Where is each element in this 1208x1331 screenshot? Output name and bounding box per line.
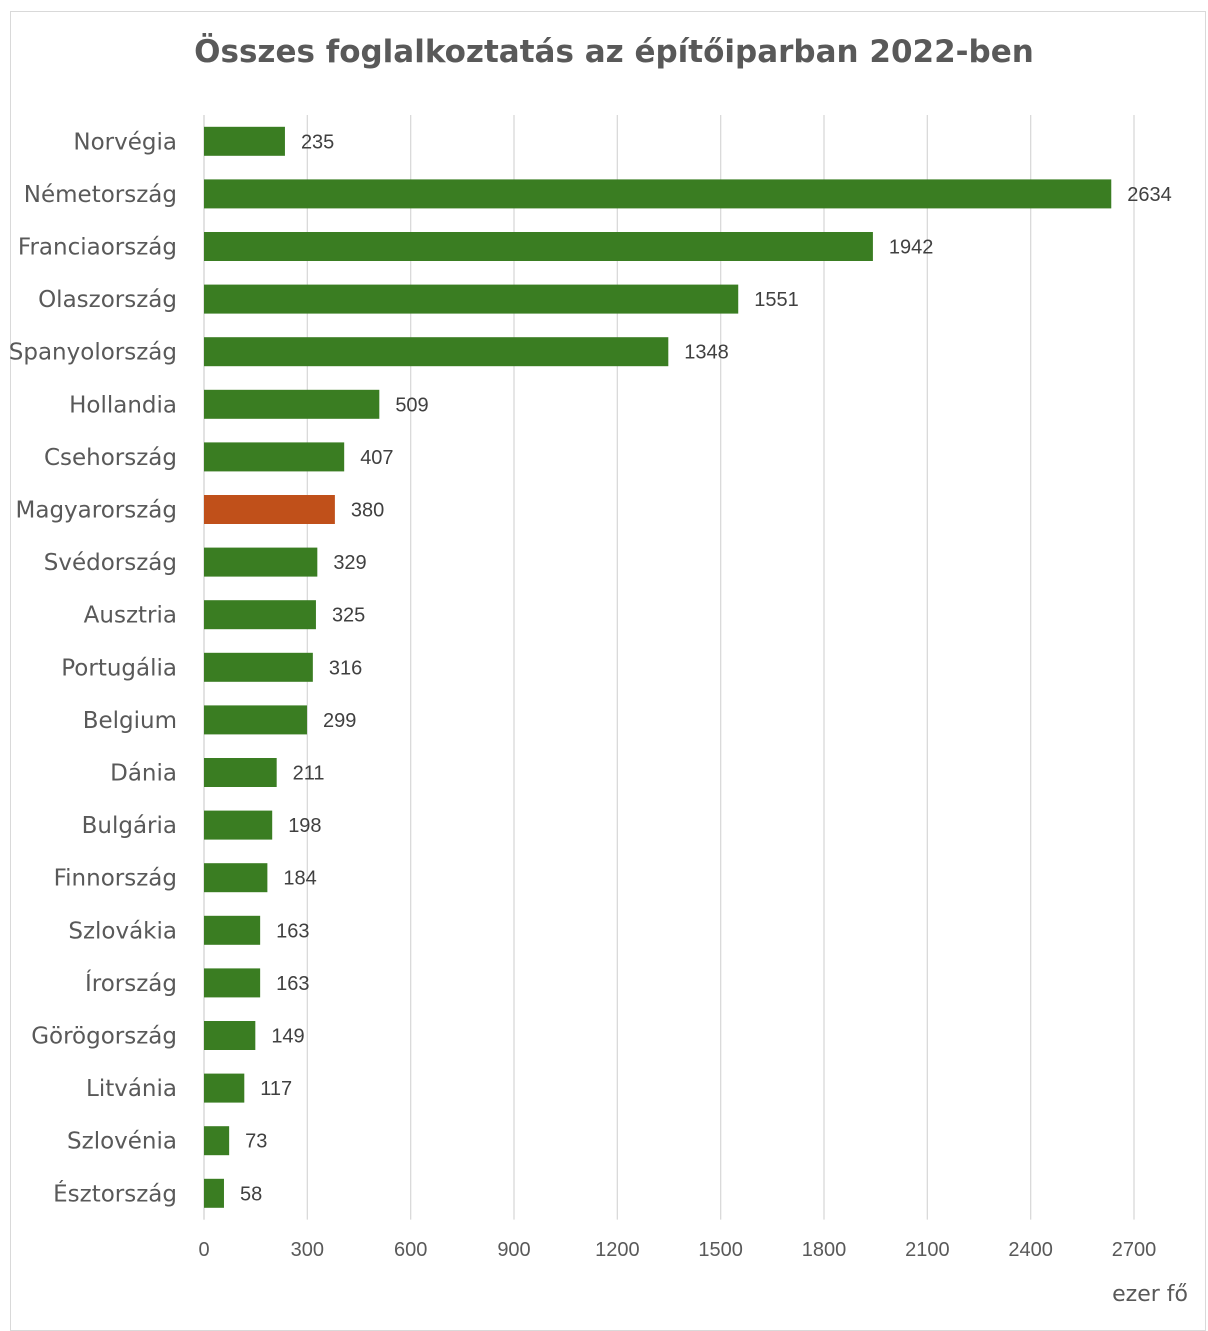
category-label: Csehország: [44, 445, 177, 471]
data-label: 407: [360, 447, 393, 469]
bar: [204, 705, 307, 735]
bar: [204, 284, 739, 314]
bar: [204, 915, 261, 945]
bar: [204, 1073, 245, 1103]
x-tick-label: 2700: [1112, 1239, 1157, 1261]
data-label: 235: [301, 131, 334, 153]
bar: [204, 126, 285, 156]
data-label: 299: [323, 710, 356, 732]
bar: [204, 810, 273, 840]
data-label: 2634: [1127, 184, 1172, 206]
bar: [204, 863, 268, 893]
data-label: 58: [240, 1183, 262, 1205]
x-tick-label: 1500: [698, 1239, 743, 1261]
category-label: Norvégia: [73, 129, 177, 155]
data-label: 1551: [754, 289, 799, 311]
category-label: Svédország: [44, 550, 177, 576]
data-label: 509: [395, 394, 428, 416]
x-tick-label: 300: [291, 1239, 324, 1261]
category-label: Szlovénia: [67, 1129, 177, 1155]
bar: [204, 1021, 256, 1050]
bar: [204, 337, 669, 367]
bar: [204, 232, 873, 261]
category-label: Finnország: [54, 866, 177, 892]
category-label: Bulgária: [82, 813, 177, 839]
data-label: 1942: [889, 237, 934, 259]
bar: [204, 389, 380, 419]
data-label: 211: [293, 763, 325, 785]
bar: [204, 1178, 224, 1208]
data-label: 198: [288, 815, 321, 837]
x-tick-label: 1800: [802, 1239, 847, 1261]
x-axis-unit-label: ezer fő: [1112, 1282, 1188, 1307]
data-label: 149: [271, 1026, 304, 1048]
category-label: Portugália: [61, 655, 177, 681]
category-label: Görögország: [31, 1024, 177, 1050]
data-label: 329: [333, 552, 366, 574]
x-tick-label: 2400: [1008, 1239, 1053, 1261]
x-tick-label: 0: [198, 1239, 209, 1261]
x-tick-label: 1200: [595, 1239, 640, 1261]
category-label: Németország: [24, 182, 177, 208]
category-label: Észtország: [53, 1179, 177, 1207]
bar: [204, 495, 335, 524]
data-label: 73: [245, 1131, 267, 1153]
bar: [204, 652, 313, 682]
x-tick-label: 600: [394, 1239, 427, 1261]
data-label: 184: [283, 868, 316, 890]
data-label: 380: [351, 500, 384, 522]
bar: [204, 547, 318, 577]
category-label: Belgium: [83, 708, 177, 734]
data-label: 117: [260, 1078, 292, 1100]
bar: [204, 442, 345, 472]
category-label: Magyarország: [16, 498, 177, 524]
bar: [204, 600, 316, 630]
chart-title: Összes foglalkoztatás az építőiparban 20…: [194, 34, 1034, 70]
category-label: Spanyolország: [9, 340, 177, 366]
category-label: Ausztria: [84, 603, 177, 629]
data-label: 1348: [684, 342, 729, 364]
bar: [204, 758, 277, 787]
category-label: Litvánia: [86, 1076, 177, 1102]
bar: [204, 179, 1112, 209]
data-label: 163: [276, 973, 309, 995]
x-tick-label: 900: [497, 1239, 530, 1261]
category-label: Hollandia: [69, 392, 177, 418]
data-label: 316: [329, 657, 362, 679]
bar: [204, 968, 261, 998]
bar: [204, 1126, 230, 1156]
x-tick-label: 2100: [905, 1239, 950, 1261]
data-label: 325: [332, 605, 365, 627]
category-label: Olaszország: [38, 287, 177, 313]
data-label: 163: [276, 920, 309, 942]
category-label: Írország: [85, 969, 177, 997]
category-label: Dánia: [110, 761, 177, 787]
category-label: Szlovákia: [68, 918, 177, 944]
category-label: Franciaország: [18, 235, 177, 261]
